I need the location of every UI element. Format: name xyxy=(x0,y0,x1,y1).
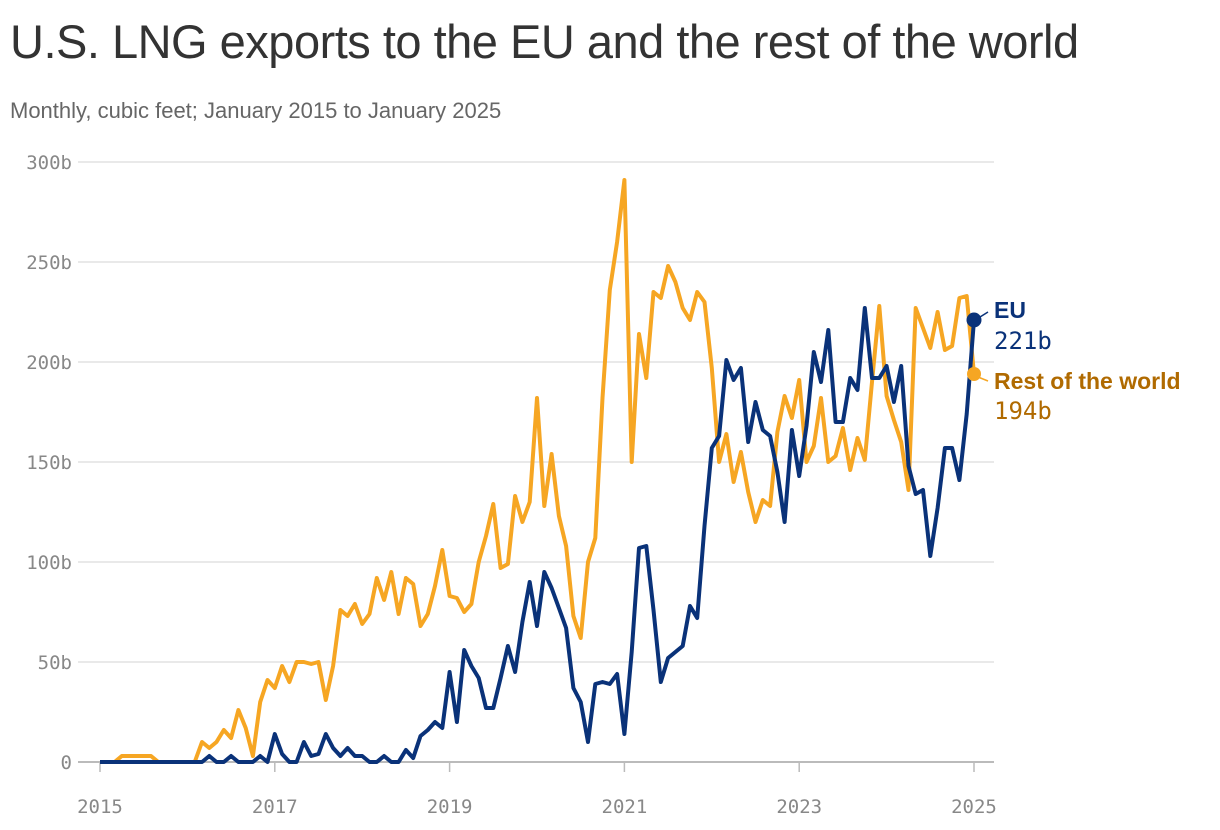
rest-series-label: Rest of the world xyxy=(994,368,1181,394)
x-tick-label: 2017 xyxy=(252,796,298,818)
y-tick-label: 150b xyxy=(26,452,72,474)
series-lines xyxy=(100,178,989,764)
eu-label-leader xyxy=(979,311,989,318)
x-tick-label: 2021 xyxy=(602,796,648,818)
x-tick-label: 2025 xyxy=(951,796,997,818)
end-labels: EU 221b Rest of the world 194b xyxy=(994,297,1181,425)
rest-end-marker xyxy=(967,367,981,381)
y-tick-label: 100b xyxy=(26,552,72,574)
x-axis-ticks: 2015 2017 2019 2021 2023 2025 xyxy=(77,762,997,818)
eu-end-value: 221b xyxy=(994,327,1052,355)
x-tick-label: 2019 xyxy=(427,796,473,818)
y-tick-label: 200b xyxy=(26,352,72,374)
rest-label-leader xyxy=(977,376,989,382)
x-tick-label: 2023 xyxy=(776,796,822,818)
x-tick-label: 2015 xyxy=(77,796,123,818)
eu-series-label: EU xyxy=(994,297,1026,323)
y-tick-label: 300b xyxy=(26,152,72,174)
rest-end-value: 194b xyxy=(994,397,1052,425)
rest-of-world-line xyxy=(100,178,976,764)
eu-line xyxy=(100,306,976,764)
y-tick-label: 50b xyxy=(38,652,72,674)
y-axis-ticks: 0 50b 100b 150b 200b 250b 300b xyxy=(26,152,72,774)
chart-title: U.S. LNG exports to the EU and the rest … xyxy=(10,15,1079,68)
chart-subtitle: Monthly, cubic feet; January 2015 to Jan… xyxy=(10,98,502,123)
gridlines xyxy=(78,161,994,763)
y-tick-label: 250b xyxy=(26,252,72,274)
eu-end-marker xyxy=(966,312,982,328)
y-tick-label: 0 xyxy=(61,752,72,774)
